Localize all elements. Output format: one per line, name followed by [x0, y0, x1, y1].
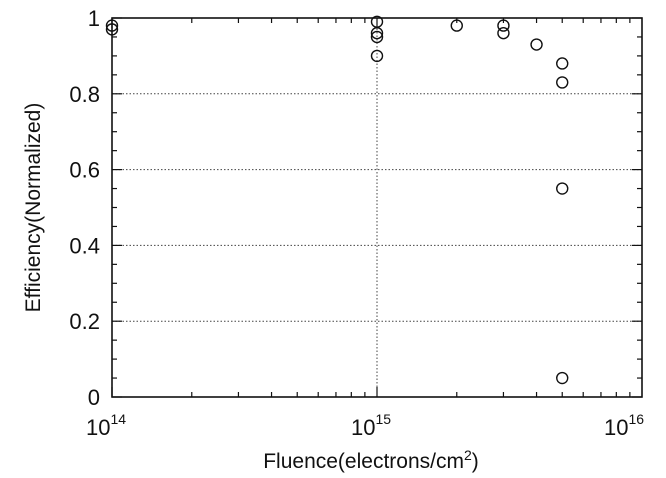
data-point	[530, 38, 543, 51]
x-tick-label: 1016	[604, 411, 644, 440]
x-axis-title-main: Fluence(electrons/cm	[263, 450, 464, 473]
data-point	[556, 76, 569, 89]
y-axis-title: Efficiency(Normalized)	[22, 103, 45, 313]
data-point	[105, 23, 119, 36]
data-point	[370, 30, 384, 44]
x-tick-label-base: 10	[86, 415, 110, 440]
x-tick-label: 1014	[86, 411, 126, 440]
x-tick-label-base: 10	[604, 415, 628, 440]
x-axis-title: Fluence(electrons/cm2)	[263, 447, 479, 473]
x-axis-title-superscript: 2	[464, 447, 472, 463]
data-point	[450, 19, 463, 32]
data-point	[370, 49, 384, 63]
grid-lines	[112, 18, 642, 397]
data-point	[556, 182, 569, 195]
x-tick-label-exponent: 16	[628, 411, 644, 427]
plot-frame	[111, 17, 643, 398]
data-point	[105, 19, 119, 32]
x-axis-title-close: )	[472, 450, 479, 473]
x-tick-label-exponent: 15	[375, 411, 391, 427]
y-tick-labels: 0 0.2 0.4 0.6 0.8 1	[69, 6, 100, 410]
data-points	[105, 15, 569, 385]
data-point	[370, 26, 384, 40]
y-tick-label: 1	[88, 6, 100, 31]
data-point	[497, 19, 510, 32]
x-tick-label-base: 10	[351, 415, 375, 440]
data-point	[497, 26, 510, 40]
x-tick-label-exponent: 14	[110, 411, 126, 427]
data-point	[556, 57, 569, 70]
y-tick-label: 0	[88, 385, 100, 410]
y-tick-label: 0.6	[69, 158, 100, 183]
y-tick-label: 0.2	[69, 309, 100, 334]
y-tick-label: 0.8	[69, 82, 100, 107]
x-tick-labels: 1014 1015 1016	[86, 411, 644, 440]
data-point	[556, 371, 569, 385]
x-tick-label: 1015	[351, 411, 391, 440]
y-tick-label: 0.4	[69, 233, 100, 258]
